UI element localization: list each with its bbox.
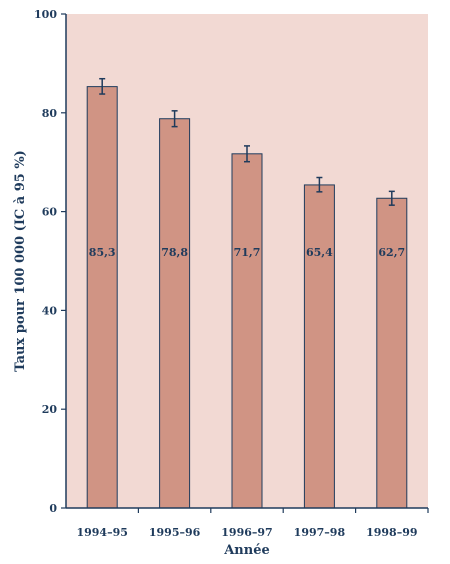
x-tick-label: 1997–98 [294, 526, 346, 539]
y-tick-label: 100 [34, 8, 57, 21]
error-bars-group [99, 77, 395, 206]
x-axis-title: Année [223, 543, 270, 558]
x-tick-label: 1996–97 [221, 526, 272, 539]
y-tick-label: 20 [42, 403, 58, 416]
data-label: 78,8 [161, 246, 188, 259]
y-axis-title: Taux pour 100 000 (IC à 95 %) [13, 150, 28, 372]
bar [303, 184, 335, 509]
y-ticks-group: 0 20 40 60 80 100 [34, 8, 66, 515]
x-tick-label: 1994–95 [76, 526, 127, 539]
y-tick-label: 60 [42, 206, 58, 219]
bar [159, 118, 191, 509]
data-labels-group: 85,3 78,8 71,7 65,4 62,7 [89, 246, 405, 259]
data-label: 71,7 [234, 246, 261, 259]
bar [231, 153, 263, 509]
y-tick-label: 0 [49, 502, 57, 515]
data-label: 62,7 [378, 246, 405, 259]
x-ticks-group: 1994–95 1995–96 1996–97 1997–98 1998–99 [76, 508, 429, 539]
data-label: 65,4 [306, 246, 333, 259]
x-tick-label: 1998–99 [366, 526, 417, 539]
y-tick-label: 80 [42, 107, 58, 120]
x-tick-label: 1995–96 [149, 526, 201, 539]
data-label: 85,3 [89, 246, 116, 259]
bars-group [86, 86, 408, 509]
y-tick-label: 40 [42, 304, 58, 317]
bar [376, 197, 408, 509]
bar [86, 86, 118, 509]
